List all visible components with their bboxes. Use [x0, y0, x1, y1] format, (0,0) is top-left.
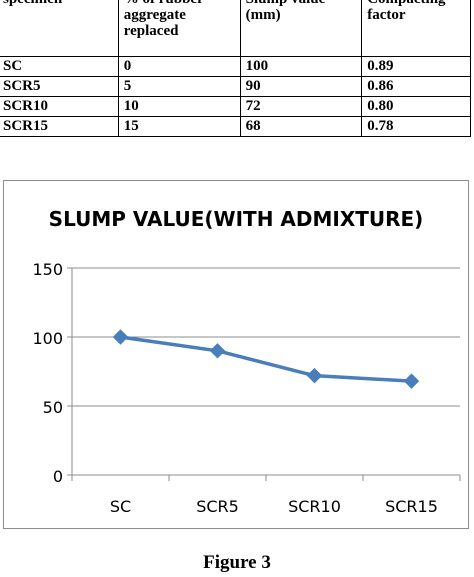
table-cell: SCR5 [0, 76, 119, 97]
chart-title: SLUMP VALUE(WITH ADMIXTURE) [49, 207, 424, 231]
y-tick-label: 0 [53, 467, 63, 486]
table-cell: 100 [239, 56, 363, 77]
y-tick-label: 150 [32, 260, 63, 279]
table-cell: 5 [117, 76, 241, 97]
header-cell: specimen [0, 0, 119, 57]
header-cell: Slump value (mm) [239, 0, 363, 57]
data-point-marker [403, 373, 420, 389]
table-cell: 0 [117, 56, 241, 77]
table-cell: 68 [239, 116, 363, 137]
table-cell: SCR15 [0, 116, 119, 137]
table-cell: 15 [117, 116, 241, 137]
table-row: SC 0 100 0.89 [0, 56, 471, 77]
table-row: SCR15 15 68 0.78 [0, 116, 471, 137]
y-tick-label: 50 [43, 398, 63, 417]
header-cell: Compacting factor [361, 0, 471, 57]
data-point-marker [209, 343, 226, 359]
chart-container: SLUMP VALUE(WITH ADMIXTURE) 0 50 100 150 SC S… [3, 180, 469, 529]
y-tick-label: 100 [32, 329, 63, 348]
data-point-marker [306, 367, 323, 384]
grid-layer [72, 267, 460, 407]
slump-chart: SLUMP VALUE(WITH ADMIXTURE) 0 50 100 150 SC S… [32, 207, 461, 516]
table-cell: 72 [239, 96, 363, 117]
table-cell: 90 [239, 76, 363, 97]
series-layer [112, 329, 420, 389]
x-tick-label: SCR10 [288, 497, 341, 516]
header-cell: % of rubber aggregate replaced [117, 0, 241, 57]
table-cell: SCR10 [0, 96, 119, 117]
table-row: SCR5 5 90 0.86 [0, 76, 471, 97]
x-tick-label: SC [110, 497, 131, 516]
data-table: specimen % of rubber aggregate replaced … [0, 0, 471, 137]
x-tick-label: SCR15 [385, 497, 438, 516]
table-header-row: specimen % of rubber aggregate replaced … [0, 0, 471, 57]
table-cell: 0.86 [361, 76, 471, 97]
x-tick-label: SCR5 [196, 497, 239, 516]
table-cell: SC [0, 56, 119, 77]
table-cell: 10 [117, 96, 241, 117]
axis-layer: 0 50 100 150 SC SCR5 SCR10 SCR15 [32, 260, 461, 516]
data-point-marker [112, 329, 129, 345]
series-line [120, 335, 412, 383]
figure-caption: Figure 3 [203, 552, 271, 573]
table-cell: 0.78 [361, 116, 471, 137]
table-cell: 0.80 [361, 96, 471, 117]
table-row: SCR10 10 72 0.80 [0, 96, 471, 117]
table-cell: 0.89 [361, 56, 471, 77]
